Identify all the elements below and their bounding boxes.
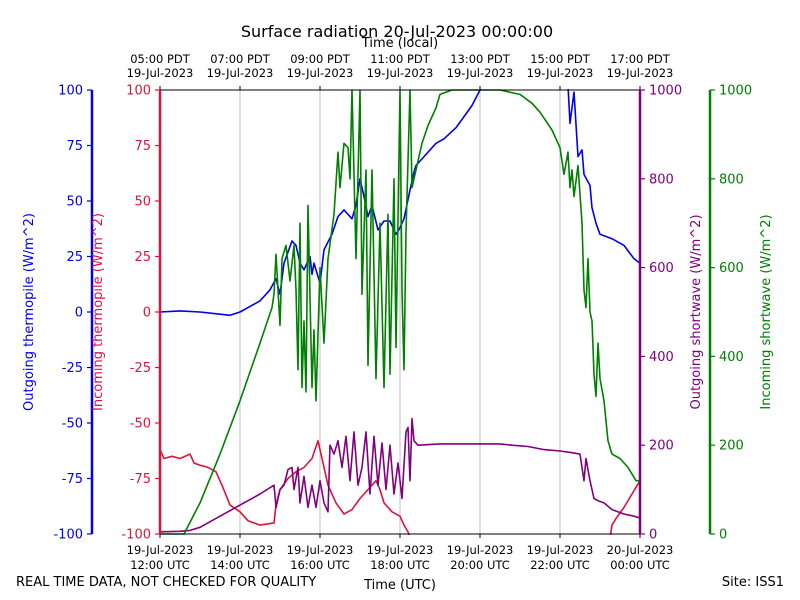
series-incoming-shortwave xyxy=(160,89,640,535)
quality-disclaimer: REAL TIME DATA, NOT CHECKED FOR QUALITY xyxy=(16,575,317,590)
bottom-tick-label: 12:00 UTC xyxy=(130,558,190,572)
bottom-axis-label: Time (UTC) xyxy=(363,578,436,593)
top-tick-label: 09:00 PDT xyxy=(290,52,351,66)
bottom-tick-label: 19-Jul-2023 xyxy=(367,543,434,557)
top-tick-label: 19-Jul-2023 xyxy=(127,66,194,80)
top-axis-label: Time (local) xyxy=(361,36,438,51)
top-tick-label: 19-Jul-2023 xyxy=(447,66,514,80)
incoming-thermopile-axis-label: Incoming thermopile (W/m^2) xyxy=(91,213,106,411)
incoming-thermopile-tick-label: -100 xyxy=(121,528,151,543)
bottom-tick-label: 19-Jul-2023 xyxy=(287,543,354,557)
outgoing-shortwave-tick-label: 600 xyxy=(649,261,674,276)
top-tick-label: 11:00 PDT xyxy=(370,52,431,66)
outgoing-shortwave-tick-label: 800 xyxy=(649,172,674,187)
incoming-shortwave-tick-label: 200 xyxy=(719,439,744,454)
outgoing-shortwave-tick-label: 1000 xyxy=(649,84,682,99)
series-outgoing-shortwave xyxy=(160,417,640,533)
incoming-thermopile-tick-label: 50 xyxy=(134,195,151,210)
series-lines xyxy=(160,89,640,535)
top-tick-label: 17:00 PDT xyxy=(610,52,671,66)
outgoing-thermopile-tick-label: 25 xyxy=(66,250,83,265)
bottom-tick-label: 18:00 UTC xyxy=(370,558,430,572)
incoming-shortwave-axis-label: Incoming shortwave (W/m^2) xyxy=(759,214,774,409)
outgoing-thermopile-tick-label: -25 xyxy=(62,361,83,376)
outgoing-thermopile-tick-label: 100 xyxy=(58,84,83,99)
series-incoming-thermopile xyxy=(160,440,640,535)
chart-title: Surface radiation 20-Jul-2023 00:00:00 xyxy=(241,22,553,41)
series-outgoing-thermopile xyxy=(160,89,640,317)
top-tick-label: 19-Jul-2023 xyxy=(367,66,434,80)
bottom-tick-label: 20-Jul-2023 xyxy=(607,543,674,557)
incoming-shortwave-tick-label: 1000 xyxy=(719,84,752,99)
outgoing-shortwave-axis-label: Outgoing shortwave (W/m^2) xyxy=(689,214,704,409)
outgoing-thermopile-tick-label: 0 xyxy=(75,306,83,321)
incoming-shortwave-tick-label: 800 xyxy=(719,172,744,187)
bottom-tick-label: 14:00 UTC xyxy=(210,558,270,572)
bottom-tick-label: 16:00 UTC xyxy=(290,558,350,572)
top-tick-label: 19-Jul-2023 xyxy=(527,66,594,80)
outgoing-thermopile-tick-label: 50 xyxy=(66,195,83,210)
incoming-thermopile-tick-label: 25 xyxy=(134,250,151,265)
incoming-shortwave-tick-label: 0 xyxy=(719,528,727,543)
outgoing-shortwave-tick-label: 400 xyxy=(649,350,674,365)
bottom-tick-label: 19-Jul-2023 xyxy=(447,543,514,557)
incoming-thermopile-tick-label: 0 xyxy=(143,306,151,321)
bottom-tick-label: 19-Jul-2023 xyxy=(207,543,274,557)
bottom-tick-label: 00:00 UTC xyxy=(610,558,670,572)
bottom-tick-label: 19-Jul-2023 xyxy=(527,543,594,557)
outgoing-thermopile-axis-label: Outgoing thermopile (W/m^2) xyxy=(22,213,37,411)
outgoing-thermopile-tick-label: -100 xyxy=(53,528,83,543)
incoming-thermopile-tick-label: 100 xyxy=(126,84,151,99)
incoming-thermopile-tick-label: -75 xyxy=(130,472,151,487)
incoming-shortwave-tick-label: 600 xyxy=(719,261,744,276)
outgoing-shortwave-tick-label: 0 xyxy=(649,528,657,543)
bottom-tick-label: 19-Jul-2023 xyxy=(127,543,194,557)
bottom-tick-label: 22:00 UTC xyxy=(530,558,590,572)
outgoing-thermopile-tick-label: -50 xyxy=(62,417,83,432)
outgoing-thermopile-tick-label: -75 xyxy=(62,472,83,487)
top-tick-label: 05:00 PDT xyxy=(130,52,191,66)
top-tick-label: 13:00 PDT xyxy=(450,52,511,66)
top-tick-label: 15:00 PDT xyxy=(530,52,591,66)
incoming-shortwave-tick-label: 400 xyxy=(719,350,744,365)
incoming-thermopile-tick-label: -50 xyxy=(130,417,151,432)
outgoing-thermopile-tick-label: 75 xyxy=(66,139,83,154)
site-label: Site: ISS1 xyxy=(721,575,784,590)
outgoing-shortwave-tick-label: 200 xyxy=(649,439,674,454)
top-tick-label: 07:00 PDT xyxy=(210,52,271,66)
top-tick-label: 19-Jul-2023 xyxy=(607,66,674,80)
incoming-thermopile-tick-label: -25 xyxy=(130,361,151,376)
top-tick-label: 19-Jul-2023 xyxy=(287,66,354,80)
bottom-tick-label: 20:00 UTC xyxy=(450,558,510,572)
top-tick-label: 19-Jul-2023 xyxy=(207,66,274,80)
incoming-thermopile-tick-label: 75 xyxy=(134,139,151,154)
